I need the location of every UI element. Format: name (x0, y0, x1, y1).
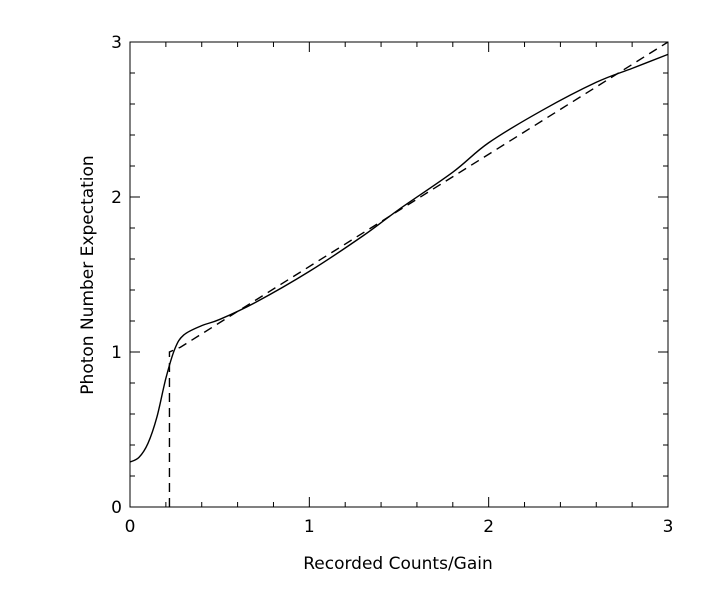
y-tick-label: 1 (111, 343, 122, 363)
y-tick-label: 3 (111, 33, 122, 53)
plot-frame (129, 41, 669, 508)
x-tick-label: 1 (304, 517, 315, 537)
plot-border (129, 41, 669, 508)
x-tick-label: 3 (663, 517, 674, 537)
x-axis-title: Recorded Counts/Gain (303, 554, 493, 574)
solid-series-line (129, 53, 669, 463)
axis-ticks (129, 41, 669, 508)
dashed-series-line (168, 41, 669, 507)
series-layer (129, 41, 669, 507)
x-tick-label: 2 (483, 517, 494, 537)
y-tick-label: 0 (111, 498, 122, 518)
x-tick-label: 0 (125, 517, 136, 537)
tick-labels: 0 1 2 3 0 1 2 3 (111, 33, 673, 537)
y-axis-title: Photon Number Expectation (78, 155, 98, 394)
y-tick-label: 2 (111, 188, 122, 208)
